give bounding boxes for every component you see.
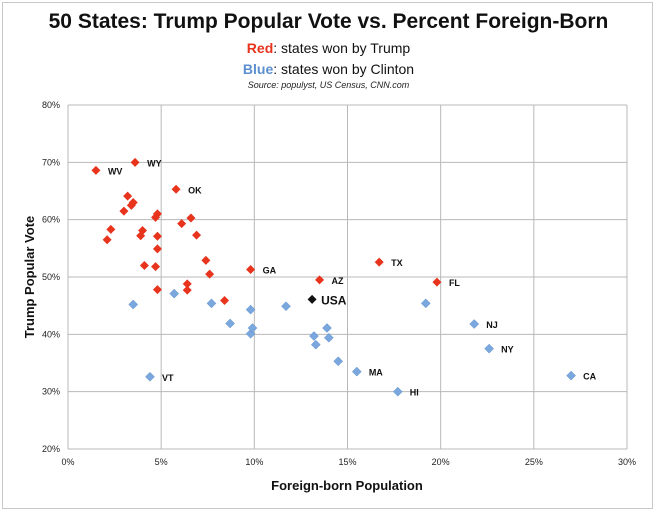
usa-marker xyxy=(307,294,317,304)
point-label: GA xyxy=(263,266,277,276)
data-point xyxy=(192,230,202,240)
data-point xyxy=(201,255,211,265)
data-point xyxy=(128,197,138,207)
data-point xyxy=(220,296,230,306)
x-tick-label: 5% xyxy=(155,457,168,467)
y-tick-label: 70% xyxy=(42,157,60,167)
point-label: NY xyxy=(501,345,514,355)
x-tick-label: 25% xyxy=(525,457,543,467)
x-tick-label: 10% xyxy=(245,457,263,467)
data-point xyxy=(139,261,149,271)
data-point xyxy=(138,226,148,236)
data-point xyxy=(322,323,332,333)
legend-trump: Red: states won by Trump xyxy=(0,40,657,56)
data-point xyxy=(484,343,494,354)
data-point xyxy=(151,262,161,272)
point-label: MA xyxy=(369,368,383,378)
point-label: CA xyxy=(583,372,596,382)
data-point xyxy=(351,366,362,377)
data-point xyxy=(169,288,180,299)
tick-labels: 0% 5% 10% 15% 20% 25% 30% 20% 30% 40% 50% 60% 70% 80% xyxy=(42,100,636,467)
data-point xyxy=(281,301,291,312)
data-point xyxy=(186,213,196,223)
data-point xyxy=(152,285,162,295)
data-point xyxy=(205,269,215,279)
y-tick-label: 60% xyxy=(42,215,60,225)
grid xyxy=(67,104,628,450)
data-point xyxy=(102,235,112,245)
x-axis-title: Foreign-born Population xyxy=(271,478,423,493)
x-tick-label: 0% xyxy=(61,457,74,467)
y-tick-label: 30% xyxy=(42,387,60,397)
x-tick-label: 20% xyxy=(432,457,450,467)
x-tick-label: 15% xyxy=(338,457,356,467)
data-point xyxy=(333,356,344,367)
legend-blue-text: : states won by Clinton xyxy=(273,61,415,77)
chart-frame xyxy=(2,2,653,509)
point-label: TX xyxy=(391,258,403,268)
data-point xyxy=(182,279,192,289)
data-point xyxy=(310,339,321,350)
data-point xyxy=(374,257,384,267)
data-point xyxy=(225,318,235,329)
point-label: VT xyxy=(162,373,174,383)
data-point xyxy=(145,371,155,382)
point-label: AZ xyxy=(332,276,344,286)
data-point xyxy=(245,304,256,315)
data-point xyxy=(309,331,319,341)
data-point xyxy=(171,184,181,194)
point-labels: WV WY OK GA AZ TX FL VT MA HI NJ NY CA USA xyxy=(108,158,597,397)
data-point xyxy=(315,275,325,285)
point-label: HI xyxy=(410,388,419,398)
point-label: FL xyxy=(449,278,460,288)
data-point xyxy=(392,386,403,397)
point-label: NJ xyxy=(486,320,498,330)
point-label: USA xyxy=(321,293,347,307)
legend-red-word: Red xyxy=(246,40,274,56)
legend-clinton: Blue: states won by Clinton xyxy=(0,61,657,77)
data-point xyxy=(123,191,133,201)
data-point xyxy=(152,231,162,241)
y-tick-label: 20% xyxy=(42,444,60,454)
y-tick-label: 80% xyxy=(42,100,60,110)
data-point xyxy=(152,209,162,219)
data-point xyxy=(128,299,139,310)
data-point xyxy=(432,277,442,287)
data-point xyxy=(469,319,480,329)
data-point xyxy=(206,298,217,309)
chart-source: Source: populyst, US Census, CNN.com xyxy=(247,80,410,90)
data-point xyxy=(420,298,431,309)
data-point xyxy=(119,206,129,216)
data-point xyxy=(182,285,192,295)
chart-title: 50 States: Trump Popular Vote vs. Percen… xyxy=(48,10,609,33)
y-axis-title: Trump Popular Vote xyxy=(22,216,37,339)
data-point xyxy=(177,219,187,229)
point-label: OK xyxy=(188,185,202,195)
legend-blue-word: Blue xyxy=(242,61,274,77)
data-points xyxy=(91,157,576,397)
y-tick-label: 40% xyxy=(42,329,60,339)
point-label: WV xyxy=(108,166,123,176)
data-point xyxy=(324,332,334,343)
x-tick-label: 30% xyxy=(618,457,636,467)
data-point xyxy=(130,157,140,167)
data-point xyxy=(91,165,101,175)
data-point xyxy=(246,265,256,275)
data-point xyxy=(106,224,116,234)
point-label: WY xyxy=(147,158,162,168)
data-point xyxy=(566,370,576,381)
data-point xyxy=(152,244,162,254)
y-tick-label: 50% xyxy=(42,272,60,282)
legend-red-text: : states won by Trump xyxy=(273,40,411,56)
data-point xyxy=(247,323,258,333)
